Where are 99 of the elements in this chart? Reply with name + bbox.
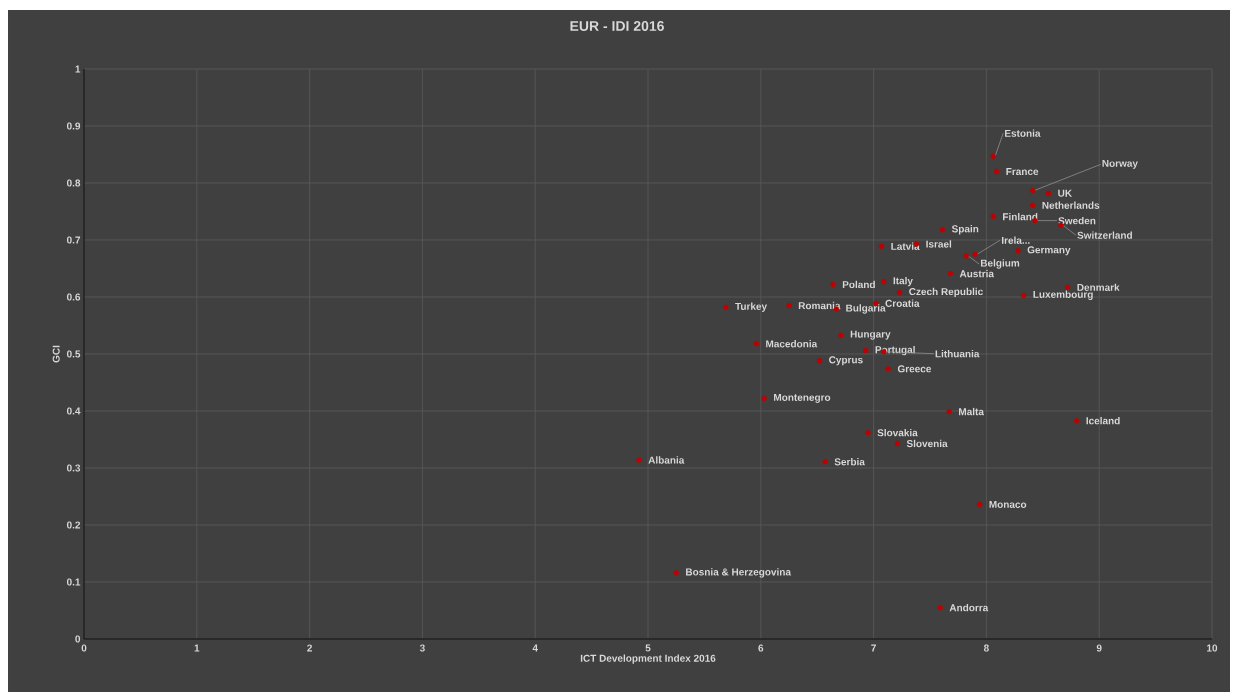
y-tick-label: 0.2 [66,521,81,529]
point [838,332,844,338]
point [894,440,900,447]
y-tick-label: 0.9 [66,122,81,130]
y-tick-label: 1 [75,65,81,73]
annotation: Cyprus [829,356,863,366]
point [636,457,642,463]
annotation: Slovakia [877,428,918,437]
point [939,227,946,233]
annotation: Israel [926,240,952,248]
point [885,366,891,372]
annotation: Iceland [1086,417,1120,425]
x-tick-label: 5 [645,644,651,652]
point [990,213,996,220]
annotation: Monaco [989,500,1027,508]
x-tick-label: 7 [871,644,876,652]
annotation: Serbia [834,458,865,466]
point [1073,417,1080,424]
x-tick-label: 4 [532,644,538,652]
annotation: Malta [959,407,984,416]
point [881,278,887,285]
chart-title: EUR - IDI 2016 [570,21,664,31]
annotation: Netherlands [1042,201,1100,209]
point [976,501,983,508]
annotation: Turkey [735,302,768,312]
annotation: Poland [842,280,875,289]
annotation: Hungary [850,330,891,340]
point [937,604,943,611]
annotation: Germany [1027,246,1071,256]
point [723,304,729,310]
point [990,153,996,159]
x-tick-label: 1 [194,644,200,652]
y-tick-label: 0.4 [66,407,81,415]
point [946,408,952,415]
annotation: Macedonia [766,340,818,348]
point [993,168,1000,175]
point [878,243,885,249]
y-tick-label: 0.5 [66,350,81,358]
point [1064,284,1071,290]
annotation: Latvia [891,242,920,250]
annotation: UK [1058,189,1072,197]
y-axis-title: GCI [52,345,60,363]
annotation: Croatia [885,299,920,307]
x-tick-label: 0 [81,644,87,652]
annotation: Lithuania [935,350,980,358]
y-tick-label: 0.7 [66,236,81,244]
annotation: Luxembourg [1033,290,1093,300]
annotation: Finland [1003,212,1038,221]
annotation: Spain [951,225,979,235]
point [786,302,792,309]
y-tick-label: 0.1 [66,578,81,586]
point [1029,187,1036,194]
point [753,341,759,347]
point [963,253,969,259]
annotation: Italy [893,276,913,287]
y-tick-label: 0.6 [66,293,81,301]
annotation: Norway [1102,159,1138,169]
point [673,570,679,576]
annotation: Bulgaria [846,304,886,314]
annotation: Montenegro [774,393,831,403]
point [1020,292,1027,298]
annotation: Romania [798,301,841,310]
annotation: Denmark [1077,283,1120,291]
annotation: Belgium [980,259,1020,269]
point [865,429,871,436]
y-tick-label: 0.3 [66,464,81,472]
x-tick-label: 2 [307,644,312,652]
y-tick-label: 0.8 [66,179,81,187]
point [896,289,903,296]
annotation: Czech Republic [909,287,983,298]
annotation: Irela... [1001,236,1030,244]
point [830,281,836,288]
annotation: Estonia [1005,129,1041,137]
point [863,347,869,354]
annotation: Albania [648,456,685,464]
annotation: Greece [897,365,932,373]
annotation: Slovenia [906,439,948,448]
x-tick-label: 8 [983,644,989,652]
annotation: France [1006,168,1039,176]
annotation: Sweden [1058,216,1096,225]
x-axis-title: ICT Development Index 2016 [580,654,716,664]
point [761,395,767,402]
point [1029,202,1036,208]
point [1015,248,1021,254]
point [816,358,823,364]
y-tick-label: 0 [75,635,81,643]
point [972,251,978,257]
annotation: Switzerland [1077,231,1132,239]
annotation: Portugal [875,345,915,356]
x-tick-label: 10 [1207,644,1218,652]
annotation: Bosnia & Herzegovina [686,568,792,578]
x-tick-label: 6 [758,644,764,652]
annotation: Austria [959,269,995,278]
point [947,270,953,277]
point [1045,190,1052,196]
x-tick-label: 9 [1096,644,1102,652]
annotation: Andorra [949,603,989,612]
point [822,459,828,465]
x-tick-label: 3 [419,644,425,652]
